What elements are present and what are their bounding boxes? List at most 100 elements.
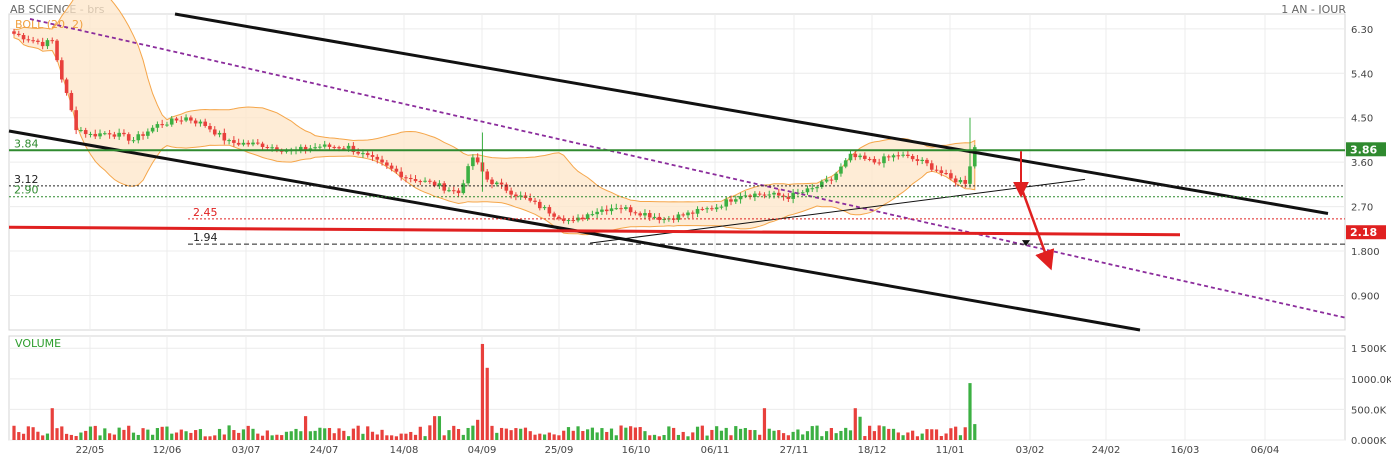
volume-bar bbox=[695, 426, 700, 440]
candle-body bbox=[901, 154, 905, 156]
candle-body bbox=[399, 171, 403, 178]
candle-body bbox=[308, 148, 313, 150]
candle-body bbox=[184, 117, 188, 121]
volume-bar bbox=[552, 434, 556, 440]
candle-body bbox=[638, 213, 642, 216]
volume-bar bbox=[112, 434, 116, 440]
candle-body bbox=[724, 199, 729, 207]
volume-bar bbox=[165, 426, 169, 440]
volume-bar bbox=[251, 428, 255, 440]
candle-body bbox=[198, 121, 203, 124]
candle-body bbox=[442, 183, 446, 191]
price-tag bbox=[1346, 142, 1386, 157]
volume-bar bbox=[748, 429, 752, 440]
candle-body bbox=[757, 193, 762, 195]
candle-body bbox=[934, 169, 939, 171]
volume-bar bbox=[141, 428, 145, 440]
volume-bar bbox=[21, 433, 26, 440]
y-tick-label: 2.70 bbox=[1351, 203, 1373, 214]
candle-body bbox=[557, 216, 561, 219]
volume-bar bbox=[815, 425, 819, 440]
candle-body bbox=[781, 195, 786, 197]
volume-bar bbox=[284, 431, 289, 440]
candle-body bbox=[327, 144, 332, 147]
volume-bar bbox=[433, 416, 437, 440]
candle-body bbox=[494, 182, 499, 185]
volume-bar bbox=[64, 433, 69, 440]
candle-body bbox=[236, 142, 241, 145]
candle-body bbox=[150, 127, 155, 132]
x-tick-label: 06/11 bbox=[701, 445, 730, 456]
candle-body bbox=[710, 208, 714, 210]
volume-bar bbox=[170, 433, 174, 440]
volume-bar bbox=[84, 430, 88, 440]
candle-body bbox=[595, 211, 599, 215]
candle-body bbox=[853, 153, 858, 158]
volume-bar bbox=[700, 425, 704, 440]
candle-body bbox=[891, 155, 896, 158]
volume-bar bbox=[820, 436, 824, 440]
volume-bar bbox=[839, 430, 843, 440]
candle-body bbox=[968, 166, 972, 184]
candle-body bbox=[437, 183, 442, 186]
candle-body bbox=[719, 206, 724, 208]
volume-bar bbox=[356, 425, 360, 440]
candle-body bbox=[93, 133, 98, 137]
candle-body bbox=[227, 140, 231, 142]
candle-body bbox=[55, 40, 59, 61]
candle-body bbox=[461, 183, 466, 194]
volume-bar bbox=[619, 425, 623, 440]
volume-bar bbox=[456, 428, 461, 440]
candle-body bbox=[88, 133, 93, 135]
volume-bar bbox=[896, 432, 900, 440]
y-tick-label: 4.50 bbox=[1351, 114, 1373, 125]
volume-bar bbox=[332, 433, 336, 440]
candle-body bbox=[972, 147, 977, 167]
volume-bar bbox=[174, 432, 179, 440]
candle-body bbox=[146, 131, 150, 136]
candle-body bbox=[50, 40, 55, 42]
volume-bar bbox=[375, 434, 379, 440]
candle-body bbox=[662, 219, 666, 221]
candle-body bbox=[824, 179, 829, 182]
candle-body bbox=[265, 147, 270, 149]
volume-bar bbox=[480, 343, 485, 440]
candle-body bbox=[193, 120, 198, 124]
candle-body bbox=[858, 155, 862, 158]
volume-bar bbox=[590, 427, 594, 440]
volume-bar bbox=[50, 408, 54, 440]
candle-body bbox=[504, 184, 509, 191]
volume-bar bbox=[461, 434, 465, 440]
candle-body bbox=[208, 125, 212, 130]
candle-body bbox=[566, 220, 571, 222]
volume-bar bbox=[275, 434, 279, 440]
volume-bar bbox=[232, 430, 236, 440]
volume-bar bbox=[404, 433, 408, 440]
candle-body bbox=[447, 190, 451, 192]
volume-bar bbox=[777, 430, 781, 440]
candle-body bbox=[155, 124, 160, 128]
volume-bar bbox=[447, 430, 451, 440]
volume-bar bbox=[882, 426, 886, 440]
x-tick-label: 24/07 bbox=[310, 445, 339, 456]
volume-bar bbox=[729, 435, 733, 440]
volume-bar bbox=[781, 433, 786, 440]
candle-body bbox=[380, 159, 384, 163]
volume-bar bbox=[60, 426, 64, 440]
candle-body bbox=[423, 180, 427, 182]
volume-bar bbox=[557, 435, 561, 440]
volume-bar bbox=[26, 426, 30, 440]
red-support-line bbox=[8, 225, 1181, 237]
candle-body bbox=[241, 142, 246, 145]
volume-tick-label: 500.0K bbox=[1351, 405, 1387, 416]
y-tick-label: 3.60 bbox=[1351, 158, 1373, 169]
candle-body bbox=[538, 201, 542, 209]
volume-bar bbox=[385, 435, 389, 440]
candle-body bbox=[413, 179, 418, 182]
volume-bar bbox=[600, 428, 604, 440]
candle-body bbox=[365, 153, 370, 156]
candle-body bbox=[31, 40, 35, 42]
volume-bar bbox=[45, 433, 50, 440]
volume-bar bbox=[289, 431, 293, 440]
